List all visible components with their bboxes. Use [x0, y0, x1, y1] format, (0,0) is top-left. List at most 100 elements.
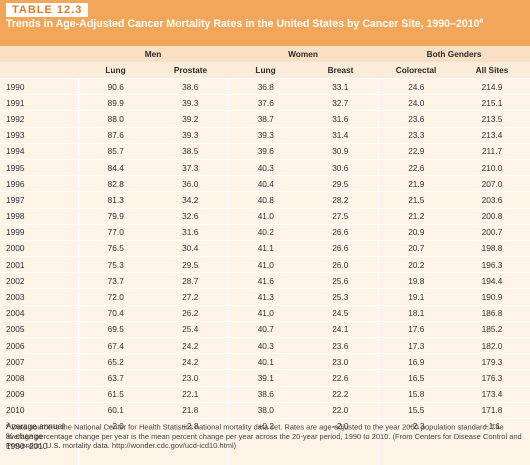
footnote: a Data source is the National Center for…: [6, 421, 526, 450]
table-cell: 24.5: [303, 305, 378, 321]
table-cell: 198.8: [454, 240, 530, 256]
table-row: 2009 61.5 22.1 38.6 22.2 15.8 173.4: [0, 386, 530, 402]
table-cell: 27.2: [153, 289, 228, 305]
table-cell: 21.9: [378, 176, 454, 192]
table-row: 2003 72.0 27.2 41.3 25.3 19.1 190.9: [0, 289, 530, 305]
table-cell: 61.5: [78, 386, 153, 402]
table-cell: 22.6: [378, 159, 454, 175]
table-cell: 25.6: [303, 273, 378, 289]
table-cell: 31.6: [303, 111, 378, 127]
row-year: 2002: [0, 273, 78, 289]
table-cell: 19.8: [378, 273, 454, 289]
table-cell: 77.0: [78, 224, 153, 240]
mortality-table: Men Women Both Genders Lung Prostate Lun…: [0, 46, 530, 465]
table-cell: 15.5: [378, 402, 454, 418]
table-row: 2005 69.5 25.4 40.7 24.1 17.6 185.2: [0, 321, 530, 337]
table-cell: 69.5: [78, 321, 153, 337]
row-year: 1996: [0, 176, 78, 192]
table-cell: 40.4: [228, 176, 303, 192]
table-cell: 28.2: [303, 192, 378, 208]
table-row: 1990 90.6 38.6 36.8 33.1 24.6 214.9: [0, 79, 530, 95]
table-cell: 23.6: [378, 111, 454, 127]
table-cell: 67.4: [78, 338, 153, 354]
column-header: Lung: [228, 62, 303, 79]
table-cell: 40.3: [228, 338, 303, 354]
table-cell: 40.7: [228, 321, 303, 337]
row-year: 2005: [0, 321, 78, 337]
table-cell: 19.1: [378, 289, 454, 305]
table-cell: 17.3: [378, 338, 454, 354]
table-cell: 37.6: [228, 95, 303, 111]
table-row: 1991 89.9 39.3 37.6 32.7 24.0 215.1: [0, 95, 530, 111]
table-cell: 24.2: [153, 338, 228, 354]
table-row: 2008 63.7 23.0 39.1 22.6 16.5 176.3: [0, 370, 530, 386]
table-cell: 87.6: [78, 127, 153, 143]
table-cell: 39.3: [153, 127, 228, 143]
table-cell: 16.5: [378, 370, 454, 386]
table-cell: 39.2: [153, 111, 228, 127]
table-row: 1997 81.3 34.2 40.8 28.2 21.5 203.6: [0, 192, 530, 208]
row-year: 1992: [0, 111, 78, 127]
table-cell: 211.7: [454, 143, 530, 159]
row-year: 1990: [0, 79, 78, 95]
table-row: 2000 76.5 30.4 41.1 26.6 20.7 198.8: [0, 240, 530, 256]
row-year: 1993: [0, 127, 78, 143]
row-year: 2000: [0, 240, 78, 256]
table-cell: 215.1: [454, 95, 530, 111]
table-row: 2001 75.3 29.5 41.0 26.0 20.2 196.3: [0, 257, 530, 273]
row-year: 1991: [0, 95, 78, 111]
table-cell: 24.0: [378, 95, 454, 111]
table-cell: 39.3: [153, 95, 228, 111]
table-cell: 29.5: [153, 257, 228, 273]
table-cell: 22.2: [303, 386, 378, 402]
table-cell: 73.7: [78, 273, 153, 289]
table-cell: 38.7: [228, 111, 303, 127]
table-cell: 200.8: [454, 208, 530, 224]
table-row: 1993 87.6 39.3 39.3 31.4 23.3 213.4: [0, 127, 530, 143]
table-cell: 32.6: [153, 208, 228, 224]
table-cell: 176.3: [454, 370, 530, 386]
table-cell: 29.5: [303, 176, 378, 192]
table-cell: 70.4: [78, 305, 153, 321]
column-header: Colorectal: [378, 62, 454, 79]
table-title-text: Trends in Age-Adjusted Cancer Mortality …: [6, 18, 480, 30]
table-cell: 25.3: [303, 289, 378, 305]
table-cell: 38.6: [153, 79, 228, 95]
table-cell: 196.3: [454, 257, 530, 273]
table-cell: 23.3: [378, 127, 454, 143]
table-cell: 31.4: [303, 127, 378, 143]
table-cell: 22.0: [303, 402, 378, 418]
table-cell: 41.0: [228, 305, 303, 321]
table-row: 2010 60.1 21.8 38.0 22.0 15.5 171.8: [0, 402, 530, 418]
row-year: 2007: [0, 354, 78, 370]
row-year: 1998: [0, 208, 78, 224]
table-cell: 84.4: [78, 159, 153, 175]
table-cell: 38.6: [228, 386, 303, 402]
table-cell: 24.2: [153, 354, 228, 370]
row-year: 2008: [0, 370, 78, 386]
table-cell: 65.2: [78, 354, 153, 370]
table-row: 1995 84.4 37.3 40.3 30.6 22.6 210.0: [0, 159, 530, 175]
table-cell: 76.5: [78, 240, 153, 256]
table-row: 2004 70.4 26.2 41.0 24.5 18.1 186.8: [0, 305, 530, 321]
table-cell: 207.0: [454, 176, 530, 192]
table-cell: 32.7: [303, 95, 378, 111]
table-cell: 17.6: [378, 321, 454, 337]
table-row: 1996 82.8 36.0 40.4 29.5 21.9 207.0: [0, 176, 530, 192]
table-cell: 41.1: [228, 240, 303, 256]
table-cell: 22.9: [378, 143, 454, 159]
group-header-women: Women: [228, 46, 378, 62]
column-header-row: Lung Prostate Lung Breast Colorectal All…: [0, 62, 530, 79]
table-cell: 23.0: [153, 370, 228, 386]
row-year: 2001: [0, 257, 78, 273]
table-cell: 41.0: [228, 257, 303, 273]
table-cell: 214.9: [454, 79, 530, 95]
table-cell: 79.9: [78, 208, 153, 224]
table-row: 1998 79.9 32.6 41.0 27.5 21.2 200.8: [0, 208, 530, 224]
column-header: Lung: [78, 62, 153, 79]
group-header-men: Men: [78, 46, 228, 62]
table-cell: 36.8: [228, 79, 303, 95]
table-cell: 20.7: [378, 240, 454, 256]
table-cell: 40.1: [228, 354, 303, 370]
table-cell: 200.7: [454, 224, 530, 240]
